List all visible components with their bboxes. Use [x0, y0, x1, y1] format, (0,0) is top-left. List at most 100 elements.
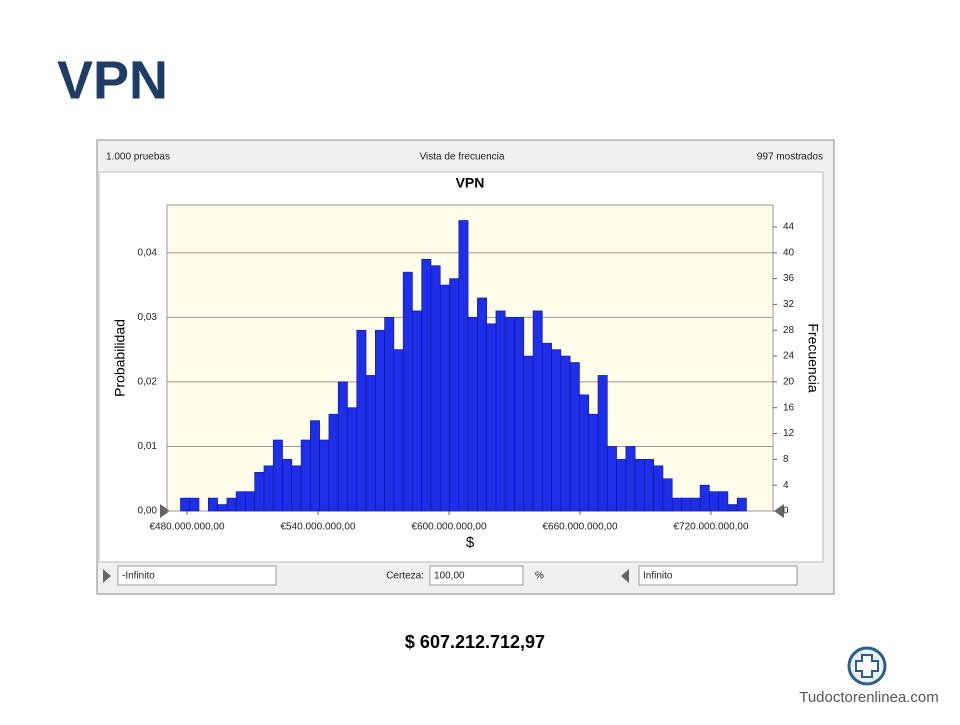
logo-text: Tudoctorenlinea.com [799, 689, 939, 706]
y-tick-label: 0,01 [138, 441, 158, 452]
right-arrow[interactable] [621, 569, 629, 583]
y-tick-label: 0,04 [138, 247, 158, 258]
right-input[interactable] [638, 565, 798, 586]
bar [644, 459, 654, 512]
certainty-label: Certeza: [386, 571, 424, 582]
bar [263, 465, 274, 512]
bar [681, 497, 692, 512]
bar [439, 284, 450, 512]
bar [569, 362, 580, 512]
bar [217, 504, 228, 512]
bar [597, 375, 608, 512]
bar [504, 317, 515, 512]
y2-tick-label: 32 [783, 299, 795, 310]
bar [328, 413, 339, 512]
left-arrow[interactable] [103, 569, 111, 583]
view: Vista de frecuencia [420, 152, 505, 163]
bar [467, 317, 478, 512]
x-tick-label: €720.000.000,00 [673, 522, 749, 533]
bar [254, 471, 265, 512]
y2-tick-label: 28 [783, 325, 795, 336]
bar [282, 459, 293, 512]
y-axis-label: Probabilidad [112, 319, 128, 397]
bar [727, 504, 738, 512]
bar [393, 349, 404, 512]
chart-title: VPN [456, 175, 485, 191]
bar [384, 317, 395, 512]
bar [718, 491, 729, 512]
certainty-value: 100,00 [434, 571, 465, 582]
bar [699, 484, 710, 512]
bar [235, 491, 246, 512]
bar [430, 265, 441, 512]
bar [671, 497, 682, 512]
y2-tick-label: 36 [783, 273, 795, 284]
trials: 1.000 pruebas [106, 152, 170, 163]
y2-tick-label: 4 [783, 480, 789, 491]
bar [245, 491, 255, 512]
bar [560, 355, 571, 512]
bar [356, 329, 367, 512]
bar [458, 220, 469, 512]
y-tick-label: 0,02 [138, 377, 158, 388]
bar [319, 439, 330, 512]
bar [180, 497, 191, 512]
bar [207, 497, 218, 512]
bar [365, 375, 376, 512]
bar [421, 258, 432, 512]
bar [337, 381, 348, 512]
x-tick-label: €480.000.000,00 [149, 522, 225, 533]
y2-tick-label: 12 [783, 428, 795, 439]
y-tick-label: 0,03 [138, 312, 158, 323]
footer-value: $ 607.212.712,97 [405, 632, 545, 652]
x-tick-label: €540.000.000,00 [280, 522, 356, 533]
bar [551, 349, 562, 512]
y2-tick-label: 40 [783, 247, 795, 258]
bar [606, 446, 617, 512]
bar [625, 446, 636, 512]
logo-cross [855, 654, 879, 678]
right-slider[interactable] [774, 504, 784, 518]
bar [449, 278, 460, 512]
bar [653, 465, 664, 512]
bar [736, 497, 747, 512]
y2-tick-label: 0 [783, 506, 789, 517]
slide-title: VPN [57, 50, 168, 110]
y2-axis-label: Frecuencia [805, 323, 821, 392]
y2-tick-label: 8 [783, 454, 789, 465]
y2-tick-label: 24 [783, 351, 795, 362]
bar [402, 271, 413, 512]
y2-tick-label: 44 [783, 222, 795, 233]
bar [486, 323, 497, 512]
bar [300, 439, 311, 512]
right-field: Infinito [643, 571, 673, 582]
bar [709, 491, 719, 512]
bar [662, 478, 673, 512]
bar [272, 439, 283, 512]
certainty-input[interactable] [429, 565, 524, 586]
bar [690, 497, 701, 512]
y2-tick-label: 16 [783, 402, 795, 413]
x-tick-label: €600.000.000,00 [411, 522, 487, 533]
bar [477, 297, 487, 512]
bar [634, 459, 645, 512]
bar [616, 459, 627, 512]
y-tick-label: 0,00 [138, 506, 158, 517]
bar [310, 420, 320, 512]
left-slider[interactable] [160, 504, 170, 518]
shown: 997 mostrados [757, 152, 823, 163]
bar [588, 413, 599, 512]
bar [542, 342, 552, 512]
left-input[interactable] [117, 565, 277, 586]
x-tick-label: €660.000.000,00 [542, 522, 618, 533]
bar [514, 317, 525, 512]
left-field: -Infinito [122, 571, 155, 582]
bar [412, 310, 423, 512]
bar [226, 497, 237, 512]
bar [579, 394, 590, 512]
bar [189, 497, 200, 512]
x-axis-label: $ [466, 534, 475, 551]
bar [347, 407, 358, 512]
certainty-unit: % [535, 571, 544, 582]
